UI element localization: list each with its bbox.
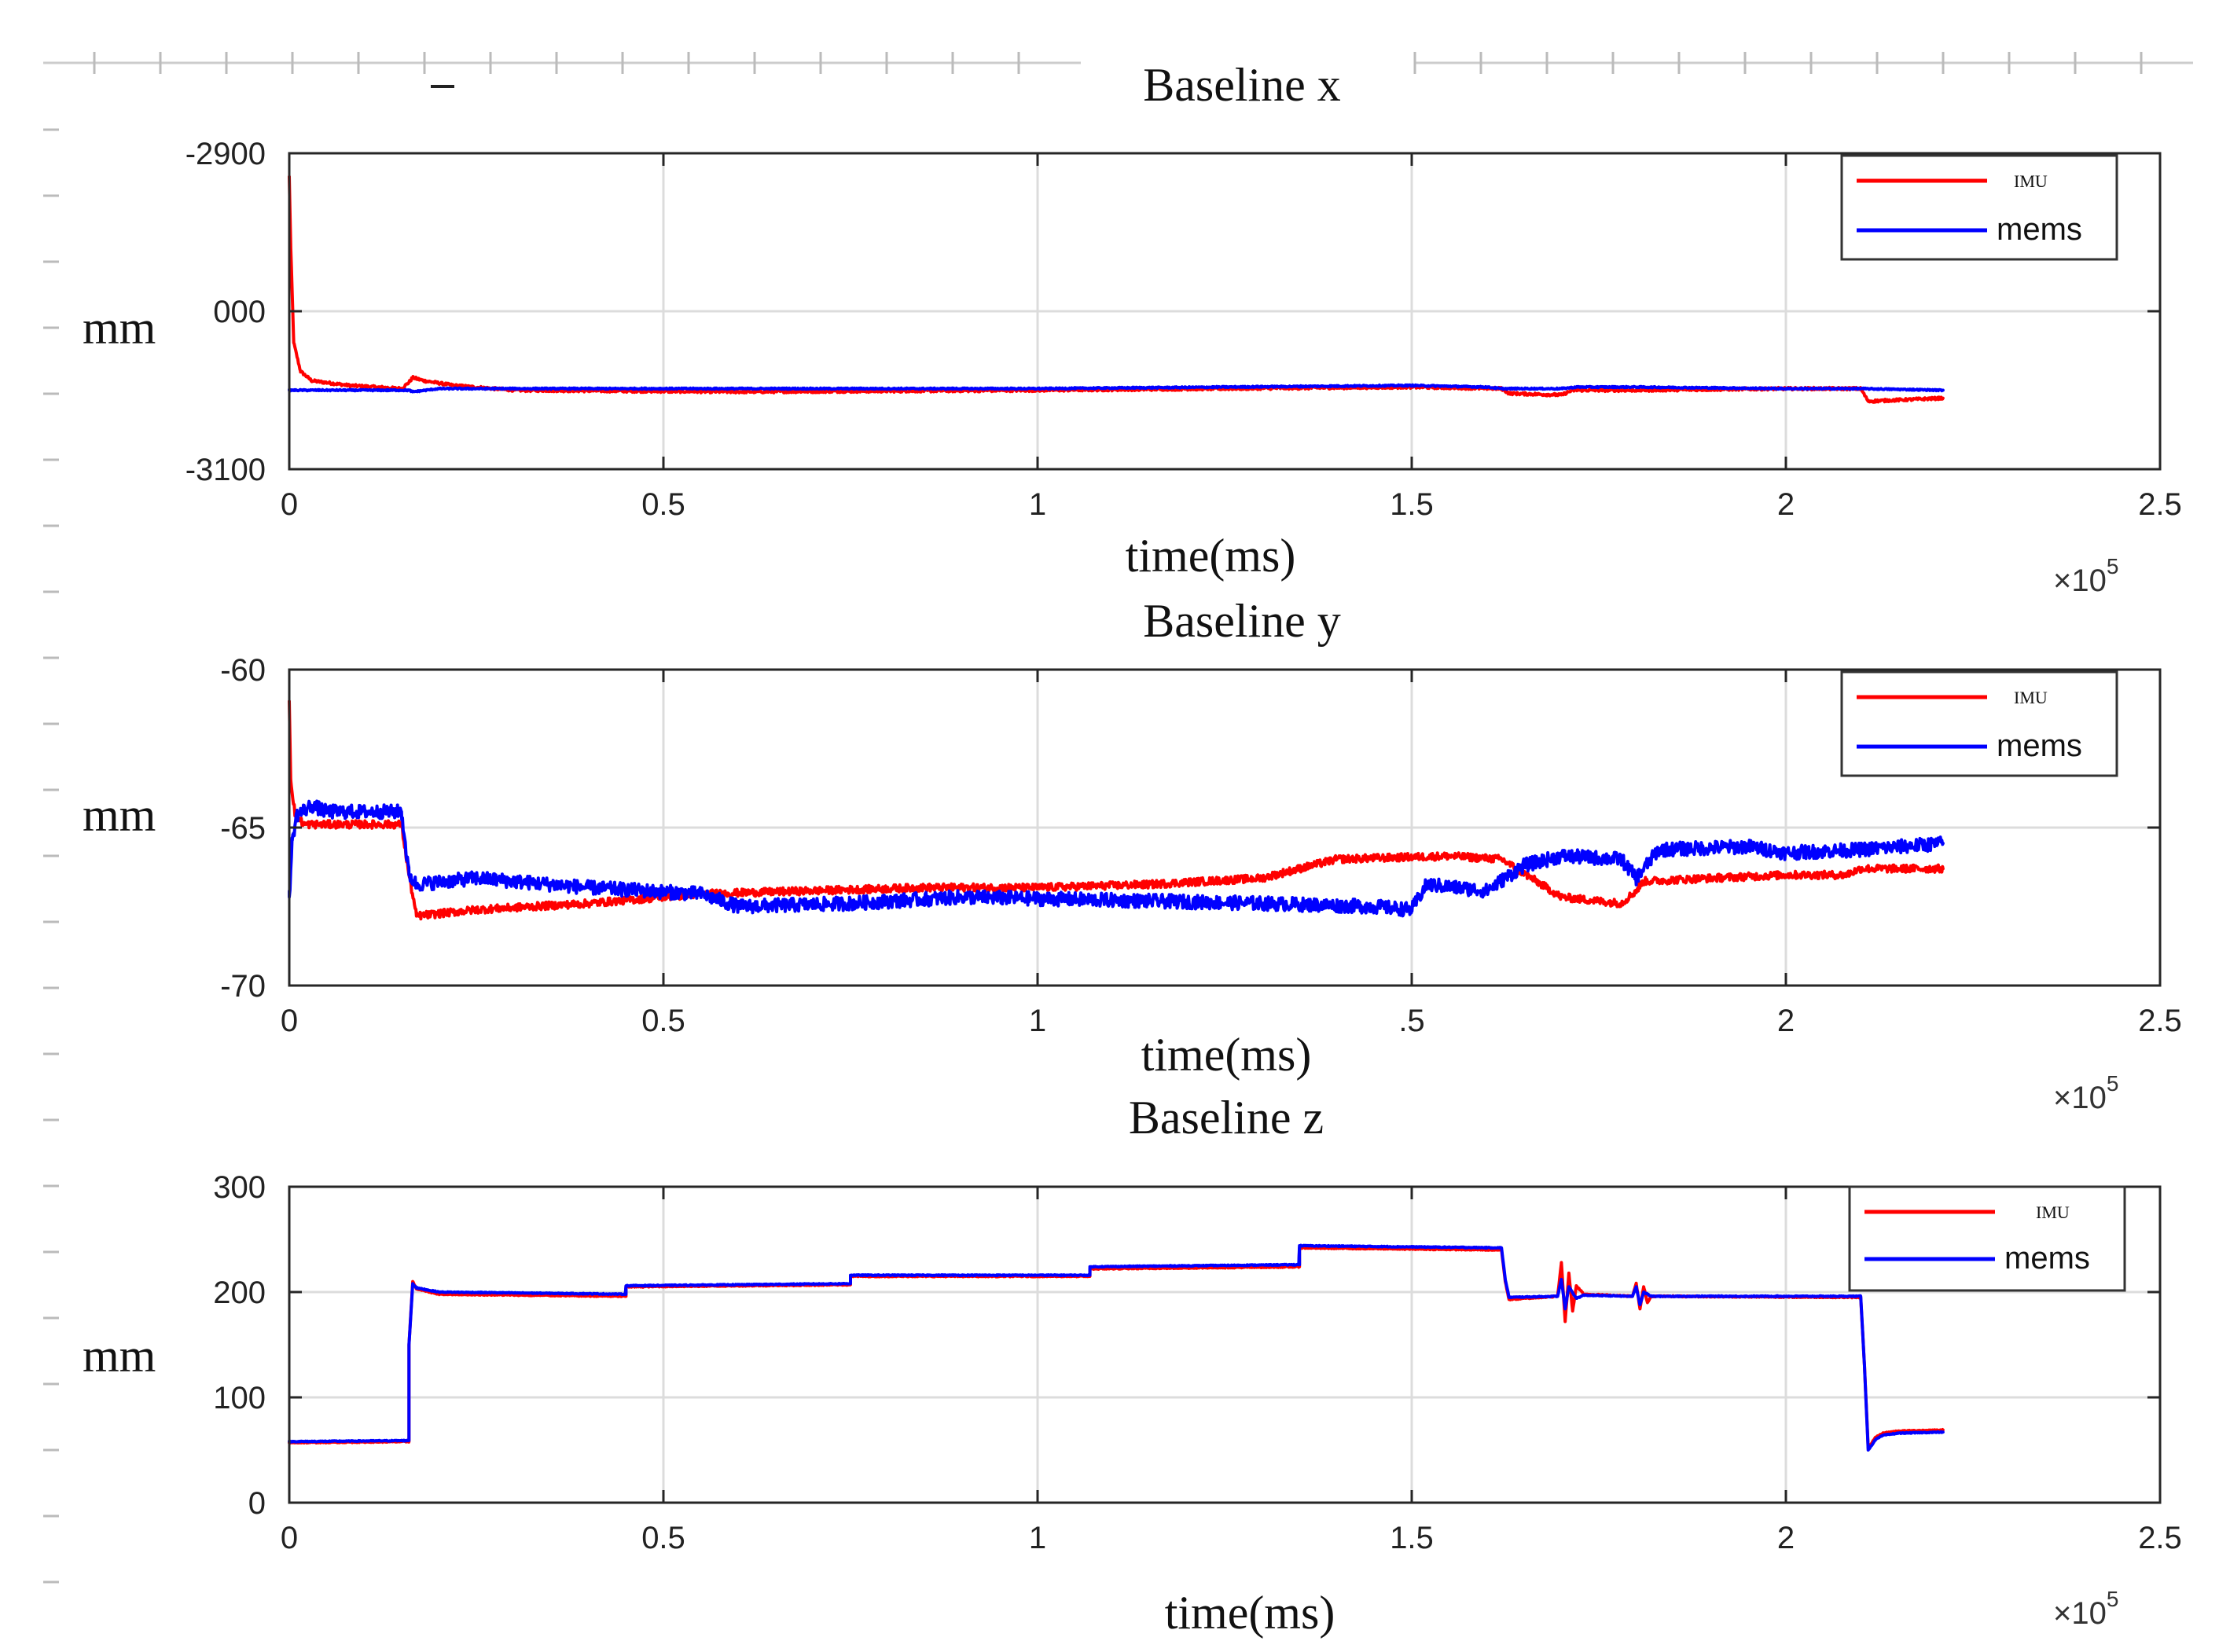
series-group xyxy=(288,1243,1945,1452)
x-tick-label: 0 xyxy=(281,487,298,522)
legend: IMU mems xyxy=(1848,1185,2126,1292)
x-tick-label: 0.5 xyxy=(641,487,685,522)
legend-box xyxy=(1840,154,2118,261)
x-tick-label: 0.5 xyxy=(641,1521,685,1555)
x-multiplier-exponent: 5 xyxy=(2107,1587,2119,1611)
y-tick-label: 100 xyxy=(213,1381,266,1415)
y-tick-labels: -2900 000 -3100 xyxy=(186,137,266,487)
x-tick-label: 2.5 xyxy=(2138,487,2182,522)
y-tick-labels: -60 -65 -70 xyxy=(220,653,266,1004)
tick-marks xyxy=(288,152,2162,471)
legend: IMU mems xyxy=(1840,670,2118,777)
x-axis-multiplier: ×105 xyxy=(2053,1071,2118,1115)
x-multiplier-base: ×10 xyxy=(2053,1081,2107,1115)
x-tick-labels: 0 0.5 1 1.5 2 2.5 xyxy=(281,1521,2182,1555)
y-tick-label: -60 xyxy=(220,653,266,688)
legend: IMU mems xyxy=(1840,154,2118,261)
x-tick-label: 0 xyxy=(281,1521,298,1555)
x-tick-label: 1 xyxy=(1029,487,1046,522)
series-line-mems xyxy=(288,383,1945,394)
plot-area xyxy=(289,1187,2160,1503)
x-axis-label: time(ms) xyxy=(1126,530,1296,582)
y-tick-label: 000 xyxy=(213,295,266,329)
legend-label-mems: mems xyxy=(1997,729,2082,763)
x-multiplier-exponent: 5 xyxy=(2107,1071,2119,1096)
x-tick-label: 1.5 xyxy=(1390,1521,1434,1555)
grid-lines xyxy=(289,1187,2160,1503)
chart-title: Baseline y xyxy=(1143,595,1341,647)
series-group xyxy=(288,174,1945,404)
legend-box xyxy=(1840,670,2118,777)
x-tick-label: 1 xyxy=(1029,1004,1046,1038)
grid-lines xyxy=(289,153,2160,469)
chart-title: Baseline z xyxy=(1129,1092,1324,1144)
chart-panel-baseline-y: Baseline y -60 -65 -70 0 0.5 1 .5 2 2.5 mm time… xyxy=(83,595,2182,1115)
y-tick-label: -70 xyxy=(220,969,266,1004)
ruler-ticks xyxy=(93,52,2143,74)
x-axis-label: time(ms) xyxy=(1141,1029,1312,1081)
legend-label-mems: mems xyxy=(2004,1241,2090,1276)
x-tick-label: 1.5 xyxy=(1390,487,1434,522)
legend-label-mems: mems xyxy=(1997,212,2082,247)
tick-marks xyxy=(288,1185,2162,1504)
y-axis-label: mm xyxy=(83,1330,156,1382)
chart-title: Baseline x xyxy=(1143,59,1341,111)
chart-panel-baseline-z: Baseline z 0 100 200 300 0 0.5 1 1.5 2 2.5 mm ti… xyxy=(83,1092,2182,1639)
series-line-mems xyxy=(288,799,1945,918)
x-tick-labels: 0 0.5 1 .5 2 2.5 xyxy=(281,1004,2182,1038)
left-dashes xyxy=(43,128,59,1584)
series-group xyxy=(288,699,1945,921)
x-tick-label: 0 xyxy=(281,1004,298,1038)
y-tick-label: -3100 xyxy=(186,453,266,487)
x-tick-label: 2 xyxy=(1777,1004,1795,1038)
y-tick-label: -65 xyxy=(220,811,266,846)
y-tick-label: 300 xyxy=(213,1170,266,1205)
x-tick-label: 1 xyxy=(1029,1521,1046,1555)
legend-label-imu: IMU xyxy=(2014,688,2048,707)
x-multiplier-base: ×10 xyxy=(2053,1596,2107,1631)
series-line-mems xyxy=(288,1243,1945,1452)
y-tick-label: -2900 xyxy=(186,137,266,171)
series-line-imu xyxy=(288,699,1945,921)
axes-frame xyxy=(288,1185,2162,1504)
x-multiplier-base: ×10 xyxy=(2053,564,2107,598)
x-tick-labels: 0 0.5 1 1.5 2 2.5 xyxy=(281,487,2182,522)
y-tick-label: 200 xyxy=(213,1276,266,1310)
x-axis-multiplier: ×105 xyxy=(2053,554,2118,598)
legend-label-imu: IMU xyxy=(2014,171,2048,191)
x-multiplier-exponent: 5 xyxy=(2107,554,2119,578)
y-axis-label: mm xyxy=(83,302,156,354)
grid-lines xyxy=(289,670,2160,986)
x-axis-multiplier: ×105 xyxy=(2053,1587,2118,1631)
x-tick-label: 2.5 xyxy=(2138,1004,2182,1038)
x-tick-label: 2 xyxy=(1777,487,1795,522)
tick-marks xyxy=(288,668,2162,987)
legend-label-imu: IMU xyxy=(2036,1202,2070,1222)
y-tick-labels: 0 100 200 300 xyxy=(213,1170,266,1521)
legend-box xyxy=(1848,1185,2126,1292)
y-tick-label: 0 xyxy=(248,1486,266,1521)
x-tick-label: 2.5 xyxy=(2138,1521,2182,1555)
x-tick-label: 0.5 xyxy=(641,1004,685,1038)
chart-panel-baseline-x: Baseline x -2900 000 -3100 0 0.5 1 1.5 2 2.5 mm… xyxy=(83,59,2182,598)
x-tick-label: .5 xyxy=(1398,1004,1424,1038)
x-tick-label: 2 xyxy=(1777,1521,1795,1555)
x-axis-label: time(ms) xyxy=(1165,1587,1335,1639)
y-axis-label: mm xyxy=(83,789,156,841)
